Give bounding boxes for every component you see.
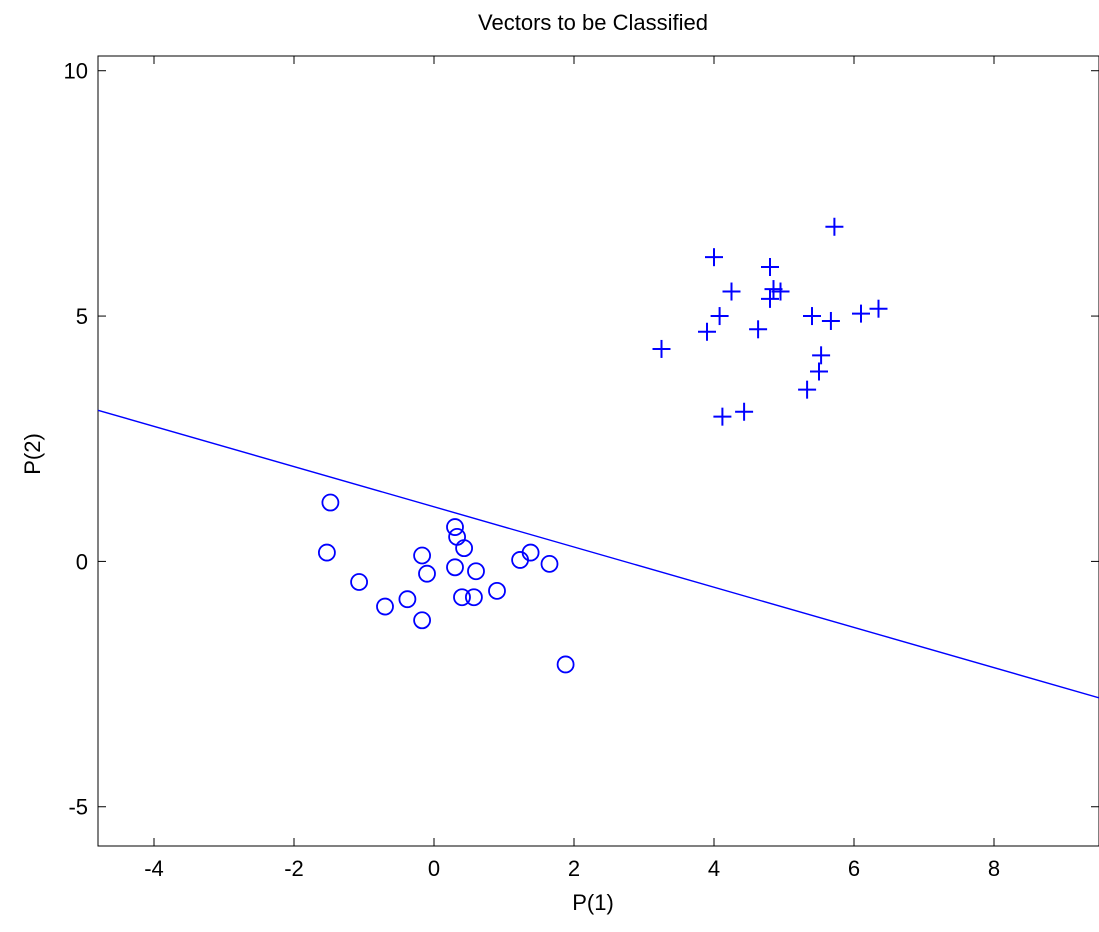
plus-marker bbox=[652, 339, 671, 358]
y-axis-title: P(2) bbox=[20, 433, 45, 475]
circle-marker bbox=[350, 573, 369, 591]
plus-marker bbox=[771, 282, 790, 301]
x-axis-title: P(1) bbox=[572, 890, 614, 915]
plus-marker bbox=[803, 307, 821, 326]
circle-marker bbox=[488, 581, 506, 600]
x-tick-label: -4 bbox=[144, 856, 164, 881]
circle-marker bbox=[540, 554, 559, 573]
plus-marker bbox=[749, 320, 768, 339]
data-points bbox=[317, 217, 888, 674]
x-tick-label: 8 bbox=[988, 856, 1000, 881]
plus-marker bbox=[713, 407, 732, 426]
circle-marker bbox=[556, 655, 575, 674]
y-tick-label: 5 bbox=[76, 304, 88, 329]
x-tick-label: 6 bbox=[848, 856, 860, 881]
circle-marker bbox=[455, 539, 474, 558]
circle-marker bbox=[418, 564, 436, 583]
decision-boundary bbox=[97, 409, 1099, 699]
plus-marker bbox=[698, 322, 716, 341]
plus-marker bbox=[705, 248, 723, 267]
decision-line bbox=[97, 409, 1099, 699]
circle-marker bbox=[464, 588, 483, 607]
x-tick-label: -2 bbox=[284, 856, 304, 881]
plus-marker bbox=[812, 346, 831, 365]
circle-marker bbox=[467, 562, 485, 581]
circle-marker bbox=[413, 611, 432, 630]
circle-marker bbox=[376, 597, 394, 616]
circle-marker bbox=[321, 493, 340, 512]
circle-marker bbox=[446, 558, 464, 577]
circle-marker bbox=[413, 546, 432, 565]
chart-title: Vectors to be Classified bbox=[478, 10, 708, 35]
plus-marker bbox=[735, 402, 754, 421]
plus-marker bbox=[852, 304, 870, 323]
circle-marker bbox=[317, 543, 336, 562]
x-tick-label: 0 bbox=[428, 856, 440, 881]
y-tick-label: 0 bbox=[76, 549, 88, 574]
y-tick-label: -5 bbox=[68, 795, 88, 820]
axis-ticks: -4 -2 0 2 4 6 8 -5 0 5 10 bbox=[64, 56, 1099, 881]
x-tick-label: 4 bbox=[708, 856, 720, 881]
circle-marker bbox=[448, 527, 467, 546]
x-tick-label: 2 bbox=[568, 856, 580, 881]
plus-marker bbox=[798, 380, 817, 399]
plot-area-frame bbox=[97, 55, 1099, 847]
circle-marker bbox=[521, 543, 540, 562]
plus-marker bbox=[710, 307, 729, 326]
circle-marker bbox=[453, 588, 471, 607]
y-tick-label: 10 bbox=[64, 59, 88, 84]
plus-marker bbox=[821, 311, 840, 330]
plus-marker bbox=[761, 257, 779, 276]
plus-marker bbox=[810, 362, 828, 381]
plus-marker bbox=[825, 217, 844, 236]
plus-marker bbox=[761, 289, 779, 308]
circle-marker bbox=[398, 590, 417, 609]
plus-marker bbox=[722, 282, 741, 301]
circle-marker bbox=[446, 518, 464, 536]
plus-marker bbox=[869, 299, 888, 318]
